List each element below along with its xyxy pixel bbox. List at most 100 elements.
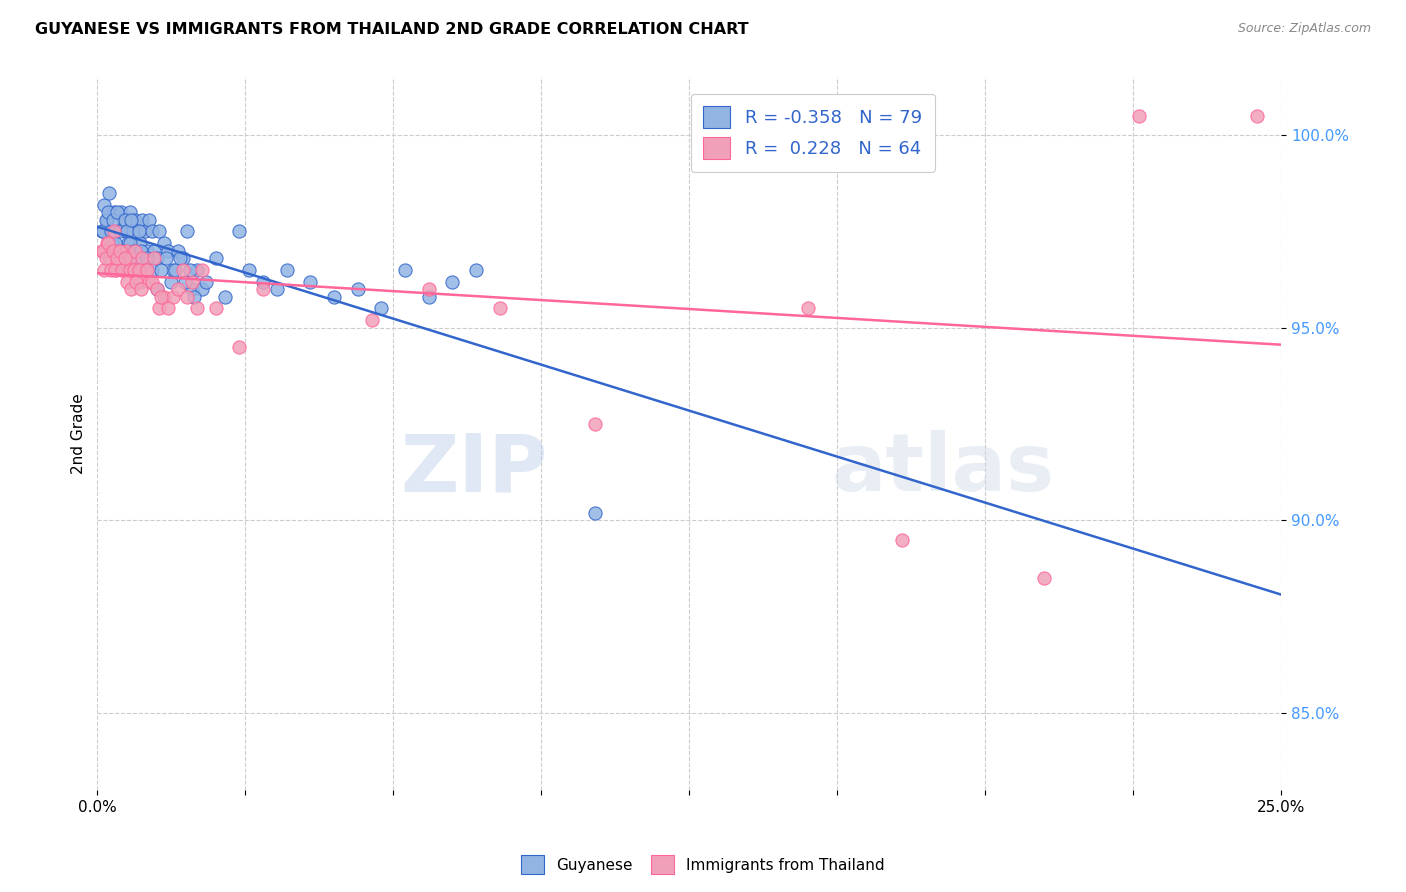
Point — [100, 244, 122, 258]
Legend: Guyanese, Immigrants from Thailand: Guyanese, Immigrants from Thailand — [515, 849, 891, 880]
Point — [186, 301, 208, 316]
Point — [98, 252, 121, 266]
Point — [97, 235, 120, 250]
Point — [148, 301, 170, 316]
Point — [394, 263, 416, 277]
Point — [150, 263, 173, 277]
Point — [115, 275, 138, 289]
Point — [94, 252, 117, 266]
Point — [136, 244, 159, 258]
Point — [176, 290, 198, 304]
Point — [266, 282, 288, 296]
Point — [145, 282, 167, 296]
Point — [441, 275, 464, 289]
Point — [124, 263, 146, 277]
Point — [252, 282, 274, 296]
Point — [370, 301, 392, 316]
Point — [105, 205, 128, 219]
Point — [583, 506, 606, 520]
Point — [465, 263, 488, 277]
Point — [98, 186, 121, 200]
Point — [418, 282, 440, 296]
Point — [91, 244, 114, 258]
Point — [100, 235, 122, 250]
Point — [1246, 109, 1268, 123]
Point — [152, 290, 174, 304]
Point — [134, 263, 156, 277]
Point — [155, 252, 177, 266]
Point — [157, 244, 180, 258]
Point — [125, 252, 148, 266]
Point — [204, 252, 226, 266]
Point — [159, 275, 181, 289]
Point — [141, 263, 163, 277]
Point — [190, 282, 212, 296]
Point — [114, 252, 136, 266]
Point — [101, 244, 124, 258]
Point — [107, 244, 129, 258]
Point — [103, 224, 125, 238]
Point — [169, 252, 191, 266]
Point — [93, 263, 115, 277]
Point — [181, 282, 204, 296]
Point — [141, 224, 163, 238]
Point — [183, 290, 205, 304]
Point — [179, 263, 201, 277]
Point — [125, 275, 148, 289]
Point — [138, 275, 160, 289]
Point — [129, 244, 152, 258]
Point — [124, 244, 146, 258]
Point — [121, 263, 143, 277]
Point — [181, 275, 204, 289]
Point — [120, 213, 142, 227]
Point — [131, 252, 153, 266]
Point — [118, 263, 141, 277]
Point — [128, 224, 150, 238]
Point — [165, 263, 187, 277]
Point — [107, 244, 129, 258]
Point — [127, 244, 149, 258]
Point — [128, 263, 150, 277]
Point — [228, 340, 250, 354]
Point — [418, 290, 440, 304]
Point — [112, 213, 135, 227]
Text: atlas: atlas — [831, 430, 1054, 508]
Point — [114, 224, 136, 238]
Point — [101, 213, 124, 227]
Point — [361, 313, 384, 327]
Point — [120, 282, 142, 296]
Point — [148, 224, 170, 238]
Point — [117, 263, 139, 277]
Point — [214, 290, 236, 304]
Point — [1033, 571, 1056, 585]
Point — [117, 235, 139, 250]
Point — [118, 235, 141, 250]
Point — [127, 263, 149, 277]
Point — [138, 213, 160, 227]
Point — [204, 301, 226, 316]
Point — [91, 224, 114, 238]
Legend: R = -0.358   N = 79, R =  0.228   N = 64: R = -0.358 N = 79, R = 0.228 N = 64 — [690, 94, 935, 172]
Point — [162, 263, 184, 277]
Point — [157, 301, 180, 316]
Point — [143, 244, 166, 258]
Point — [100, 224, 122, 238]
Point — [91, 224, 114, 238]
Point — [796, 301, 818, 316]
Point — [172, 263, 194, 277]
Point — [111, 263, 134, 277]
Point — [105, 263, 128, 277]
Point — [174, 275, 197, 289]
Point — [186, 263, 208, 277]
Point — [299, 275, 322, 289]
Point — [129, 235, 152, 250]
Point — [104, 235, 127, 250]
Point — [105, 252, 128, 266]
Point — [136, 263, 159, 277]
Point — [114, 244, 136, 258]
Point — [112, 263, 135, 277]
Point — [252, 275, 274, 289]
Point — [94, 213, 117, 227]
Point — [93, 197, 115, 211]
Point — [105, 224, 128, 238]
